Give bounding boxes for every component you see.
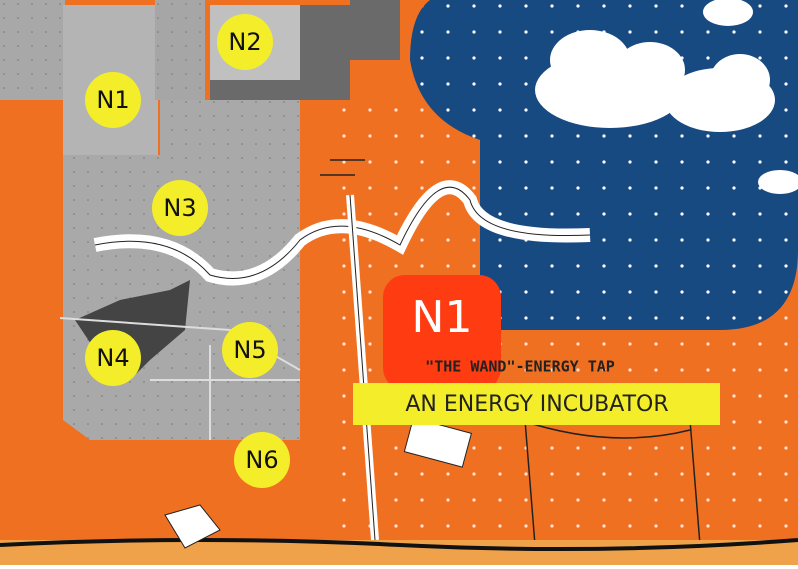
map-label: N2 — [228, 28, 261, 56]
map-label: N6 — [245, 446, 278, 474]
map-label: N5 — [233, 336, 266, 364]
title-band — [353, 383, 720, 425]
feature-id: N1 — [412, 292, 473, 343]
wand-outline — [349, 194, 376, 541]
wires — [519, 419, 701, 546]
map-label: N3 — [163, 194, 196, 222]
feature-subtitle: "THE WAND"-ENERGY TAP — [425, 358, 615, 376]
label-circle — [152, 180, 208, 236]
arrows — [320, 159, 365, 176]
label-circle — [217, 14, 273, 70]
map-labels: N1 N2 N3 N4 N5 N6 — [85, 14, 290, 488]
ground-line — [0, 538, 798, 551]
map-label: N1 — [96, 86, 129, 114]
label-circle — [85, 72, 141, 128]
feature-title: AN ENERGY INCUBATOR — [405, 392, 668, 417]
clouds — [535, 0, 798, 194]
label-circle — [85, 330, 141, 386]
label-circle — [234, 432, 290, 488]
label-circle — [222, 322, 278, 378]
battery — [164, 504, 221, 549]
map-label: N4 — [96, 344, 129, 372]
feature-box — [383, 275, 501, 390]
solar-panel — [403, 417, 472, 468]
